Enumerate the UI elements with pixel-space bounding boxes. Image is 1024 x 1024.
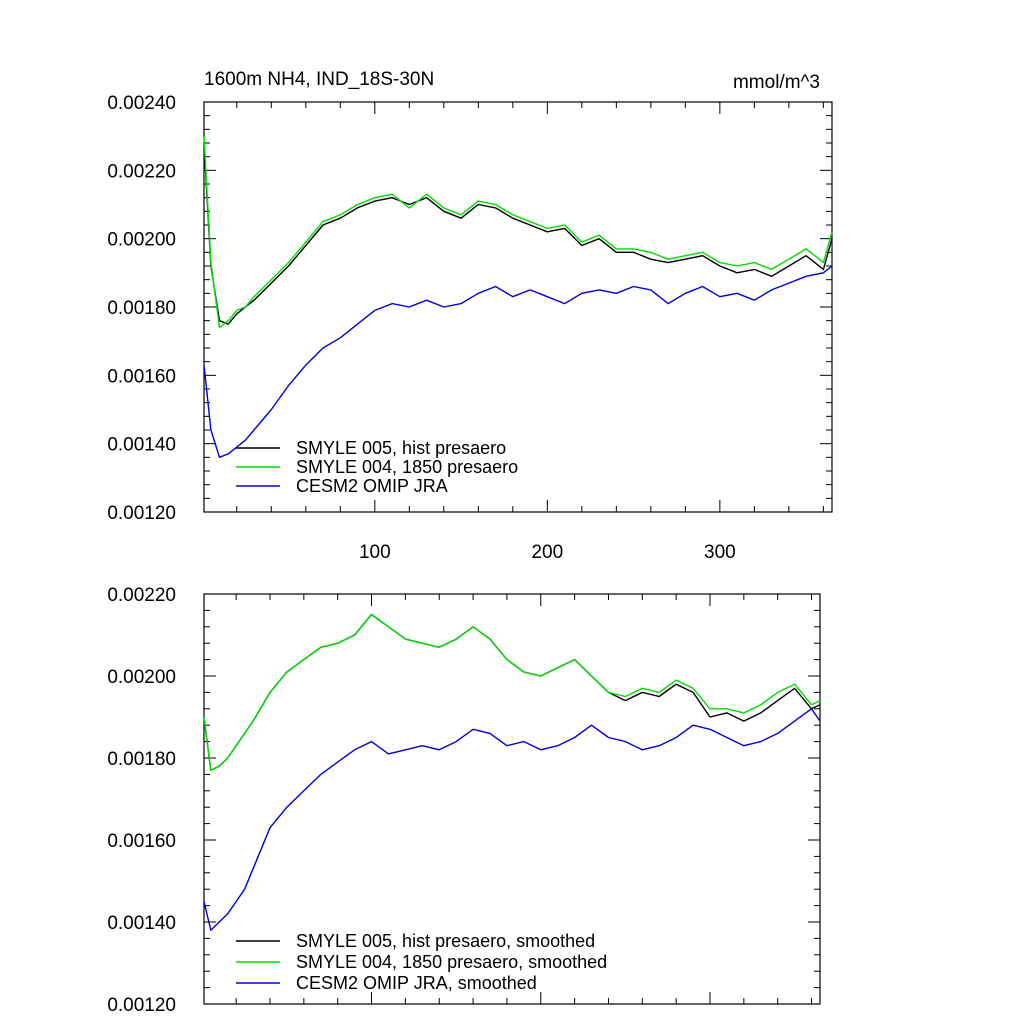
top-ytick-label: 0.00220 xyxy=(107,161,176,182)
bottom-ytick-label: 0.00200 xyxy=(107,667,176,688)
top-series-line-0 xyxy=(203,142,833,325)
top-xtick-label: 200 xyxy=(531,542,563,563)
bottom-legend-label-2: CESM2 OMIP JRA, smoothed xyxy=(296,973,537,993)
bottom-ytick-label: 0.00180 xyxy=(107,749,176,770)
top-chart-title: 1600m NH4, IND_18S-30N xyxy=(204,69,434,90)
top-ytick-label: 0.00200 xyxy=(107,230,176,251)
top-legend-label-2: CESM2 OMIP JRA xyxy=(296,476,448,496)
top-legend-label-0: SMYLE 005, hist presaero xyxy=(296,438,506,458)
top-series-line-1 xyxy=(203,136,833,329)
top-legend-label-1: SMYLE 004, 1850 presaero xyxy=(296,457,518,477)
top-ytick-label: 0.00160 xyxy=(107,366,176,387)
bottom-ytick-label: 0.00120 xyxy=(107,995,176,1016)
bottom-ytick-label: 0.00160 xyxy=(107,831,176,852)
bottom-legend-label-1: SMYLE 004, 1850 presaero, smoothed xyxy=(296,952,607,972)
bottom-series-line-2 xyxy=(203,708,821,931)
top-ytick-label: 0.00140 xyxy=(107,435,176,456)
bottom-series-line-1 xyxy=(203,613,821,771)
top-xtick-label: 100 xyxy=(359,542,391,563)
top-panel: 1600m NH4, IND_18S-30N mmol/m^3 0.00120 0… xyxy=(107,69,833,563)
bottom-panel: 0.00120 0.00140 0.00160 0.00180 0.00200 0.002… xyxy=(107,585,821,1016)
bottom-plot-frame xyxy=(203,593,821,1005)
bottom-legend-label-0: SMYLE 005, hist presaero, smoothed xyxy=(296,931,595,951)
bottom-series-line-0 xyxy=(203,613,821,771)
top-xtick-label: 300 xyxy=(704,542,736,563)
bottom-ytick-label: 0.00220 xyxy=(107,585,176,606)
top-ytick-label: 0.00240 xyxy=(107,93,176,114)
top-series-line-2 xyxy=(203,265,833,458)
top-ytick-label: 0.00180 xyxy=(107,298,176,319)
top-chart-units: mmol/m^3 xyxy=(733,72,820,93)
top-ytick-label: 0.00120 xyxy=(107,503,176,524)
bottom-ytick-label: 0.00140 xyxy=(107,913,176,934)
